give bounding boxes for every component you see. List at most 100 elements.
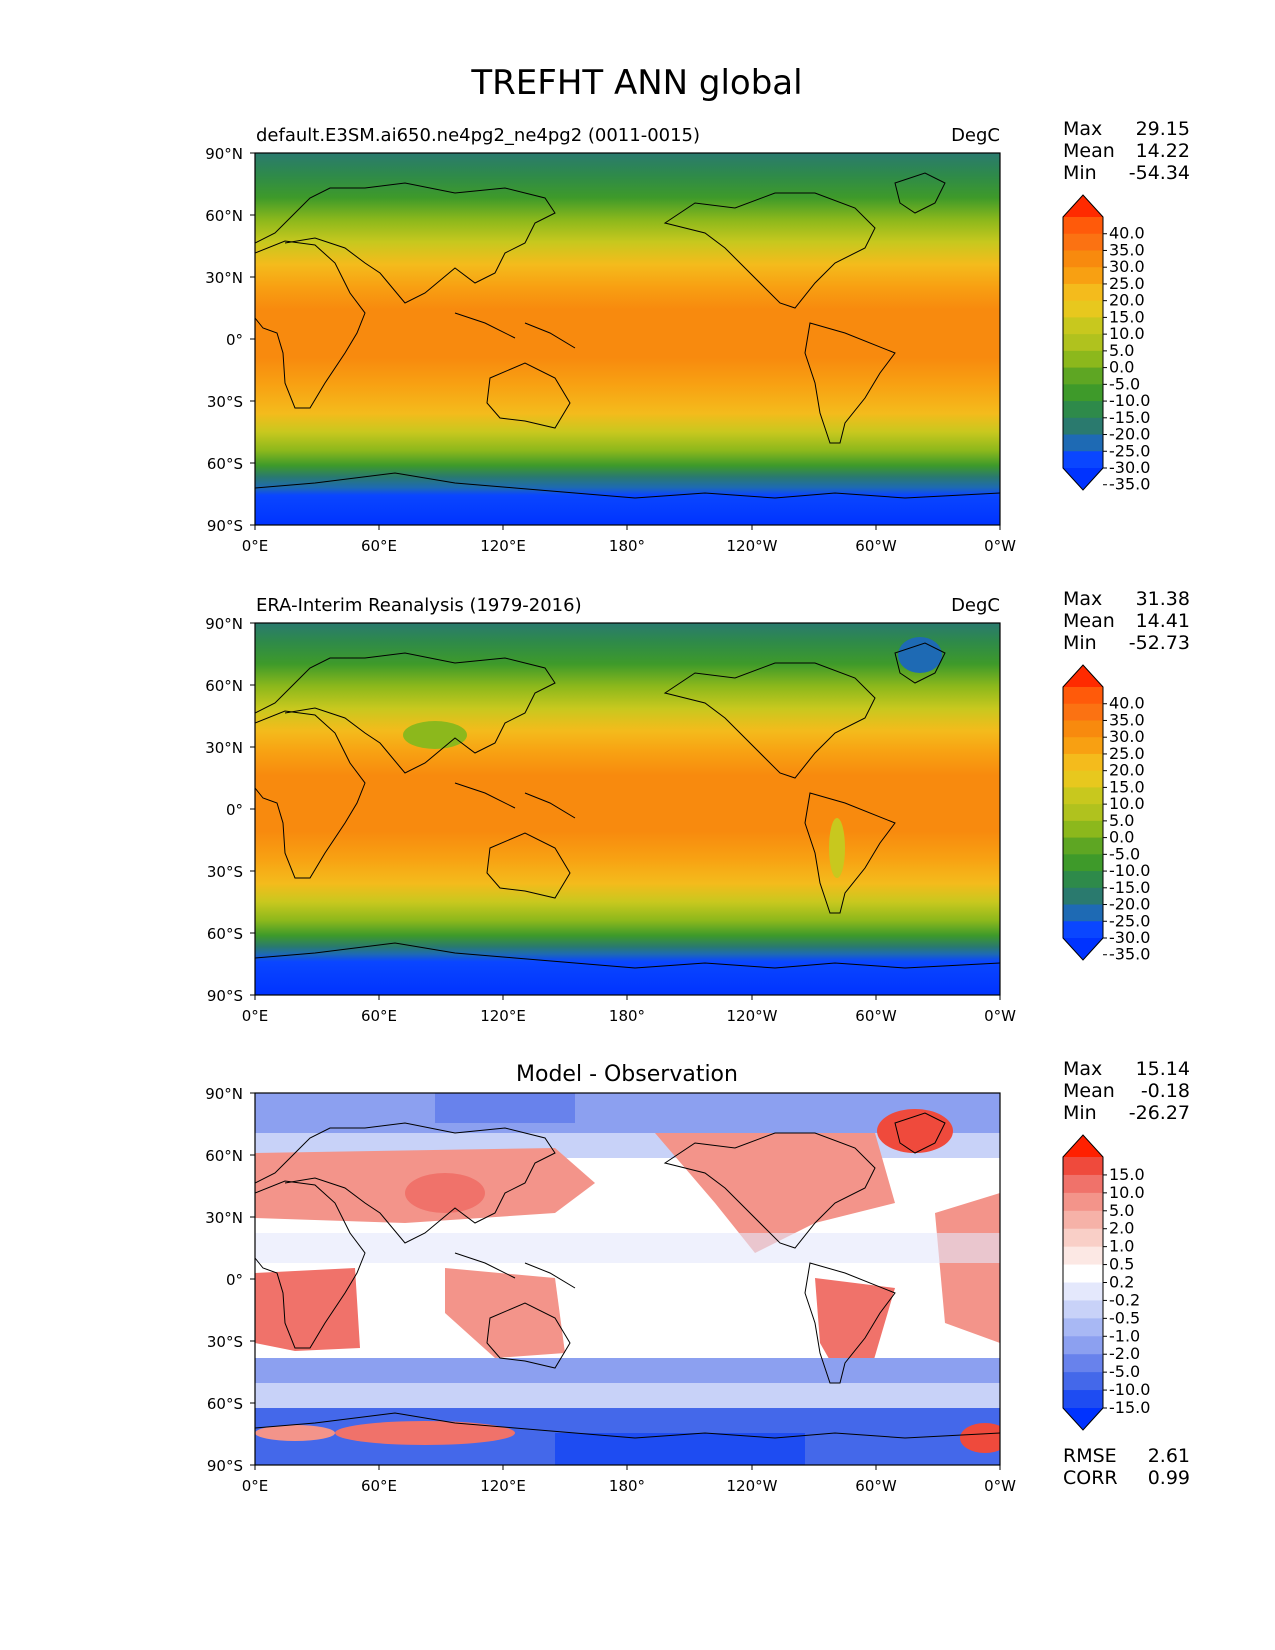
panel-units: DegC: [951, 125, 1000, 146]
colorbar-extend-min: [1063, 1408, 1103, 1430]
colorbar-label: 15.0: [1109, 307, 1145, 326]
lon-tick-labels: 0°E 60°E 120°E 180° 120°W 60°W 0°W: [242, 1007, 1016, 1025]
rmse-label: RMSE: [1063, 1445, 1117, 1467]
colorbar-label: 10.0: [1109, 794, 1145, 813]
lon-tick-label: 180°: [609, 1007, 645, 1025]
lat-tick-label: 0°: [226, 331, 243, 349]
axis-ticks: [250, 622, 1001, 1000]
colorbar-label: -30.0: [1109, 928, 1150, 947]
lon-tick-label: 120°W: [727, 1477, 778, 1495]
colorbar-extend-max: [1063, 195, 1103, 217]
lon-tick-label: 60°W: [855, 1007, 897, 1025]
colorbar-segment: [1063, 267, 1103, 285]
axis-ticks: [250, 152, 1001, 530]
colorbar-segment: [1063, 1318, 1103, 1337]
map-background: [255, 153, 1000, 525]
coastlines: [255, 172, 1000, 499]
stat-value: -26.27: [1129, 1102, 1190, 1124]
colorbar-segment: [1063, 1336, 1103, 1355]
colorbar-segment: [1063, 334, 1103, 352]
colorbar-label: 30.0: [1109, 257, 1145, 276]
stat-value: 29.15: [1136, 118, 1190, 140]
colorbar-segment: [1063, 1192, 1103, 1212]
colorbar-label: 20.0: [1109, 291, 1145, 310]
lat-tick-label: 90°N: [205, 1085, 243, 1103]
stat-value: -52.73: [1129, 632, 1190, 654]
lon-tick-label: 120°W: [727, 1007, 778, 1025]
lat-tick-label: 90°S: [207, 1457, 243, 1475]
lat-tick-label: 60°S: [207, 1395, 243, 1413]
colorbar-extend-min: [1063, 938, 1103, 960]
colorbar-label: 1.0: [1109, 1237, 1134, 1256]
stats-test: Max 29.15 Mean 14.22 Min -54.34: [1063, 118, 1190, 184]
colorbar-label: -15.0: [1109, 1398, 1150, 1417]
colorbar-label: -0.5: [1109, 1308, 1140, 1327]
stat-value: 14.22: [1136, 140, 1190, 162]
lon-tick-label: 60°W: [855, 1477, 897, 1495]
colorbar-label: -35.0: [1109, 945, 1150, 964]
colorbar-test: 40.035.030.025.020.015.010.05.00.0-5.0-1…: [1062, 194, 1150, 494]
lon-tick-label: 0°E: [242, 1477, 269, 1495]
colorbar-segment: [1063, 1246, 1103, 1266]
lon-tick-label: 120°W: [727, 537, 778, 555]
lat-tick-label: 90°N: [205, 615, 243, 633]
colorbar-segment: [1063, 417, 1103, 436]
panel-reference: ERA-Interim Reanalysis (1979-2016) DegC …: [205, 595, 1016, 1025]
colorbar-label: 2.0: [1109, 1219, 1134, 1238]
stats-reference: Max 31.38 Mean 14.41 Min -52.73: [1063, 588, 1190, 654]
colorbar-label: -1.0: [1109, 1326, 1140, 1345]
colorbar-segment: [1063, 820, 1103, 839]
colorbar-segment: [1063, 250, 1103, 268]
colorbar-segment: [1063, 217, 1103, 235]
colorbar-label: 0.0: [1109, 828, 1134, 847]
colorbar-extend-min: [1063, 468, 1103, 490]
lat-tick-label: 30°S: [207, 1333, 243, 1351]
colorbar-reference: 40.035.030.025.020.015.010.05.00.0-5.0-1…: [1062, 664, 1150, 964]
lon-tick-label: 180°: [609, 537, 645, 555]
lat-tick-label: 0°: [226, 801, 243, 819]
panel-units: DegC: [951, 595, 1000, 616]
colorbar-segment: [1063, 787, 1103, 805]
colorbar-segment: [1063, 401, 1103, 419]
colorbar-segment: [1063, 1300, 1103, 1319]
stat-label: Max: [1063, 118, 1102, 140]
stat-label: Mean: [1063, 140, 1115, 162]
colorbar-label: -30.0: [1109, 458, 1150, 477]
colorbar-segment: [1063, 921, 1103, 939]
colorbar-label: 20.0: [1109, 761, 1145, 780]
panel-title-center: Model - Observation: [516, 1062, 738, 1087]
lat-tick-label: 30°N: [205, 1209, 243, 1227]
corr-label: CORR: [1063, 1467, 1118, 1489]
colorbar-label: 40.0: [1109, 224, 1145, 243]
lat-tick-label: 60°N: [205, 677, 243, 695]
panel-title-left: ERA-Interim Reanalysis (1979-2016): [256, 595, 582, 616]
colorbar-segment: [1063, 703, 1103, 721]
stats-difference: Max 15.14 Mean -0.18 Min -26.27 RMSE 2.6…: [1063, 1058, 1190, 1489]
lon-tick-label: 60°W: [855, 537, 897, 555]
stat-label: Min: [1063, 632, 1097, 654]
lon-tick-label: 120°E: [480, 537, 526, 555]
lat-tick-label: 30°S: [207, 393, 243, 411]
lat-tick-label: 60°S: [207, 925, 243, 943]
lat-tick-label: 30°N: [205, 269, 243, 287]
lon-tick-label: 0°W: [984, 1477, 1016, 1495]
lon-tick-labels: 0°E 60°E 120°E 180° 120°W 60°W 0°W: [242, 1477, 1016, 1495]
colorbar-label: 10.0: [1109, 1183, 1145, 1202]
colorbar-segment: [1063, 1282, 1103, 1301]
colorbar-label: -0.2: [1109, 1290, 1140, 1309]
colorbar-segment: [1063, 283, 1103, 302]
colorbar-segment: [1063, 1372, 1103, 1391]
stat-label: Max: [1063, 588, 1102, 610]
colorbar-label: 10.0: [1109, 324, 1145, 343]
stat-label: Mean: [1063, 610, 1115, 632]
lon-tick-label: 0°W: [984, 1007, 1016, 1025]
lon-tick-label: 120°E: [480, 1007, 526, 1025]
colorbar-label: -15.0: [1109, 408, 1150, 427]
stat-value: 14.41: [1136, 610, 1190, 632]
colorbar-segment: [1063, 233, 1103, 251]
colorbar-segment: [1063, 720, 1103, 738]
lon-tick-label: 0°W: [984, 537, 1016, 555]
colorbar-label: -35.0: [1109, 475, 1150, 494]
colorbar-segment: [1063, 350, 1103, 369]
